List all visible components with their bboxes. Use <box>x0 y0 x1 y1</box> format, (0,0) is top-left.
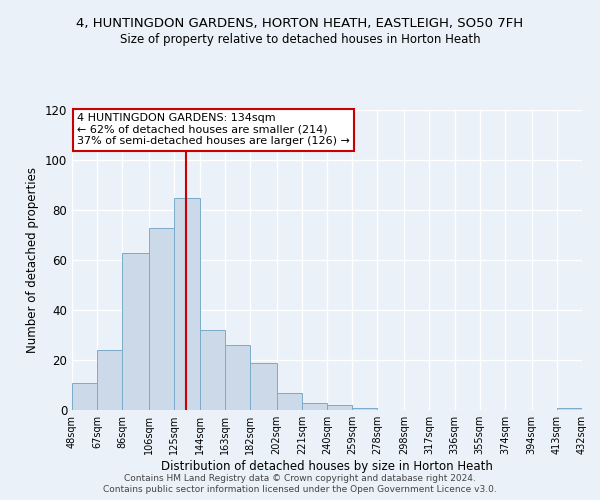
Text: 4, HUNTINGDON GARDENS, HORTON HEATH, EASTLEIGH, SO50 7FH: 4, HUNTINGDON GARDENS, HORTON HEATH, EAS… <box>76 18 524 30</box>
Bar <box>72 382 97 410</box>
Bar <box>277 392 302 410</box>
Bar <box>557 408 582 410</box>
Text: Size of property relative to detached houses in Horton Heath: Size of property relative to detached ho… <box>119 32 481 46</box>
Bar <box>250 362 277 410</box>
Bar <box>199 330 225 410</box>
Bar <box>327 405 352 410</box>
Y-axis label: Number of detached properties: Number of detached properties <box>26 167 39 353</box>
Bar <box>225 345 250 410</box>
Text: Contains public sector information licensed under the Open Government Licence v3: Contains public sector information licen… <box>103 485 497 494</box>
Text: Contains HM Land Registry data © Crown copyright and database right 2024.: Contains HM Land Registry data © Crown c… <box>124 474 476 483</box>
Bar <box>97 350 122 410</box>
Bar <box>149 228 174 410</box>
Text: 4 HUNTINGDON GARDENS: 134sqm
← 62% of detached houses are smaller (214)
37% of s: 4 HUNTINGDON GARDENS: 134sqm ← 62% of de… <box>77 113 350 146</box>
Bar <box>122 252 149 410</box>
Bar <box>352 408 377 410</box>
X-axis label: Distribution of detached houses by size in Horton Heath: Distribution of detached houses by size … <box>161 460 493 473</box>
Bar <box>174 198 199 410</box>
Bar <box>302 402 327 410</box>
